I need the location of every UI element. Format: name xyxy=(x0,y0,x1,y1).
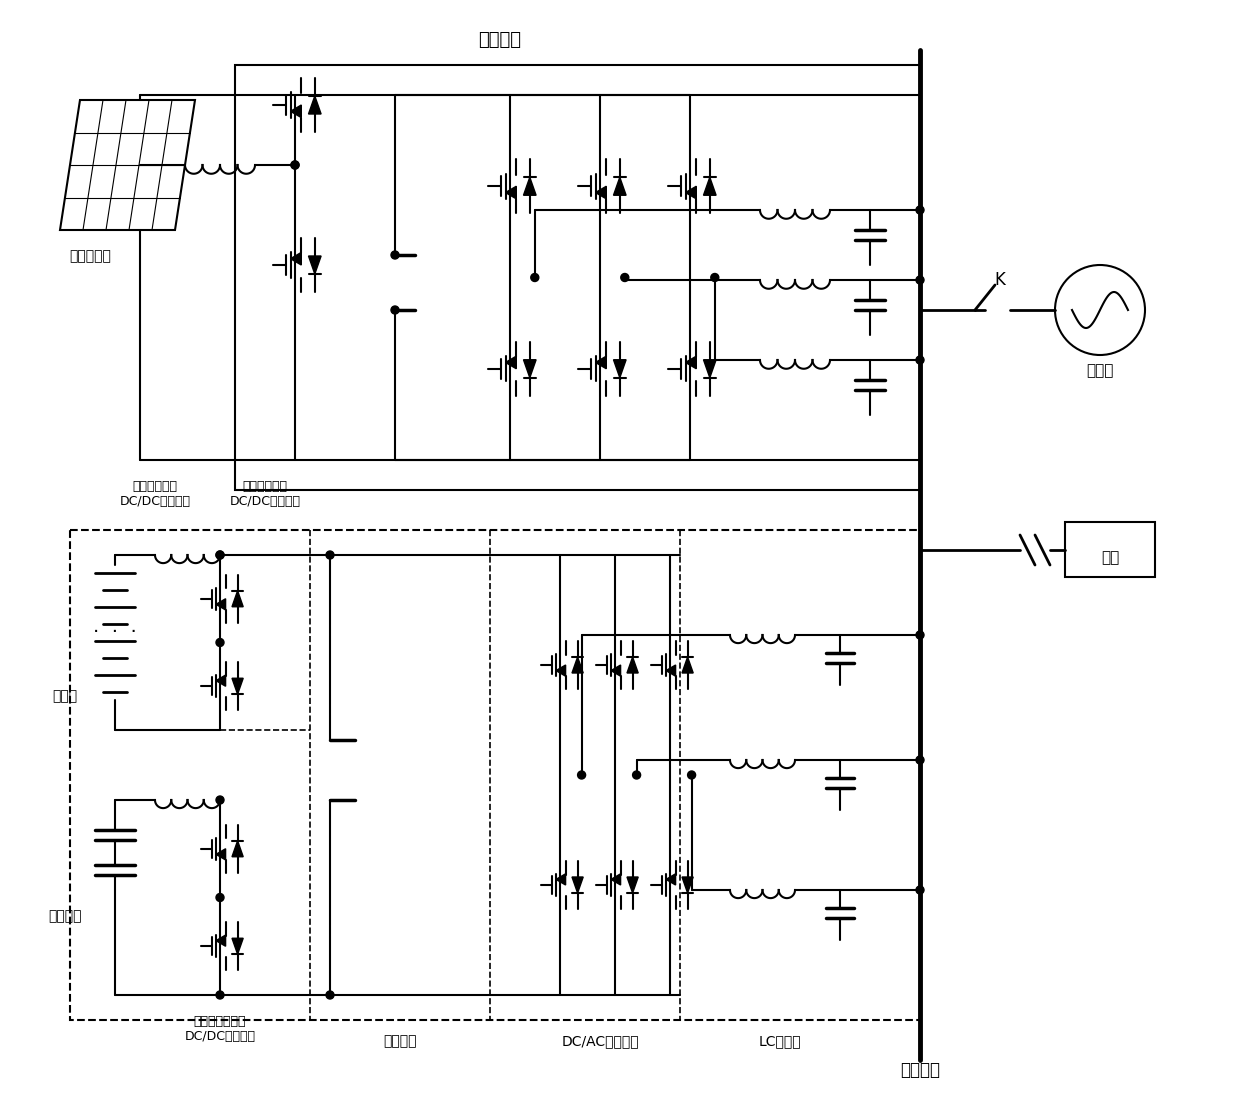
Circle shape xyxy=(391,306,399,313)
Polygon shape xyxy=(556,874,565,884)
Polygon shape xyxy=(309,256,321,274)
Polygon shape xyxy=(232,591,243,607)
Polygon shape xyxy=(290,105,301,117)
Circle shape xyxy=(916,631,924,639)
Polygon shape xyxy=(627,877,639,893)
Polygon shape xyxy=(595,356,606,368)
Polygon shape xyxy=(611,874,620,884)
Text: LC滤波器: LC滤波器 xyxy=(759,1034,801,1048)
Text: ·  ·  ·: · · · xyxy=(93,623,136,642)
Circle shape xyxy=(916,206,924,214)
Circle shape xyxy=(291,161,299,169)
Circle shape xyxy=(632,770,641,779)
Circle shape xyxy=(291,161,299,169)
Bar xyxy=(236,65,920,490)
Circle shape xyxy=(326,991,334,998)
Circle shape xyxy=(216,796,224,804)
Circle shape xyxy=(216,991,224,998)
Circle shape xyxy=(688,770,696,779)
Circle shape xyxy=(216,551,224,559)
Polygon shape xyxy=(572,657,583,673)
Polygon shape xyxy=(216,848,226,860)
Polygon shape xyxy=(686,356,697,368)
Text: DC/AC变换单元: DC/AC变换单元 xyxy=(562,1034,639,1048)
Text: 直流母线: 直流母线 xyxy=(383,1034,417,1048)
Text: 交流母线: 交流母线 xyxy=(900,1061,940,1078)
Polygon shape xyxy=(506,186,516,198)
Polygon shape xyxy=(216,935,226,946)
Text: 蓄电池用双向
DC/DC变换单元: 蓄电池用双向 DC/DC变换单元 xyxy=(229,480,300,509)
Text: 光伏电池板: 光伏电池板 xyxy=(69,249,110,263)
Polygon shape xyxy=(686,186,697,198)
Polygon shape xyxy=(611,665,620,676)
Circle shape xyxy=(216,551,224,559)
Polygon shape xyxy=(232,938,243,955)
Circle shape xyxy=(916,276,924,284)
Text: 光伏系统: 光伏系统 xyxy=(479,31,522,49)
Polygon shape xyxy=(506,356,516,368)
Polygon shape xyxy=(290,252,301,265)
Text: 超级电容: 超级电容 xyxy=(48,909,82,923)
Polygon shape xyxy=(523,359,536,378)
Polygon shape xyxy=(309,96,321,114)
Polygon shape xyxy=(682,657,693,673)
Text: 大电网: 大电网 xyxy=(1086,363,1114,378)
Circle shape xyxy=(216,639,224,647)
Polygon shape xyxy=(703,178,715,195)
Text: 超级电容用双向
DC/DC变换单元: 超级电容用双向 DC/DC变换单元 xyxy=(185,1015,255,1043)
Circle shape xyxy=(578,770,585,779)
Bar xyxy=(1065,522,1154,576)
Polygon shape xyxy=(232,841,243,857)
Circle shape xyxy=(391,251,399,259)
Polygon shape xyxy=(666,665,676,676)
Polygon shape xyxy=(216,598,226,610)
Circle shape xyxy=(916,886,924,894)
Circle shape xyxy=(916,756,924,764)
Circle shape xyxy=(916,356,924,364)
Polygon shape xyxy=(216,675,226,686)
Polygon shape xyxy=(682,877,693,893)
Polygon shape xyxy=(232,678,243,694)
Polygon shape xyxy=(572,877,583,893)
Text: 蓄电池: 蓄电池 xyxy=(52,689,78,703)
Polygon shape xyxy=(666,874,676,884)
Circle shape xyxy=(711,274,719,282)
Text: 蓄电池用双向
DC/DC变换单元: 蓄电池用双向 DC/DC变换单元 xyxy=(119,480,191,509)
Polygon shape xyxy=(627,657,639,673)
Polygon shape xyxy=(523,178,536,195)
Polygon shape xyxy=(556,665,565,676)
Polygon shape xyxy=(703,359,715,378)
Circle shape xyxy=(621,274,629,282)
Text: 负载: 负载 xyxy=(1101,550,1120,566)
Polygon shape xyxy=(595,186,606,198)
Circle shape xyxy=(531,274,539,282)
Polygon shape xyxy=(614,359,626,378)
Bar xyxy=(69,530,920,1020)
Polygon shape xyxy=(614,178,626,195)
Circle shape xyxy=(216,893,224,902)
Circle shape xyxy=(326,551,334,559)
Text: K: K xyxy=(994,271,1006,289)
